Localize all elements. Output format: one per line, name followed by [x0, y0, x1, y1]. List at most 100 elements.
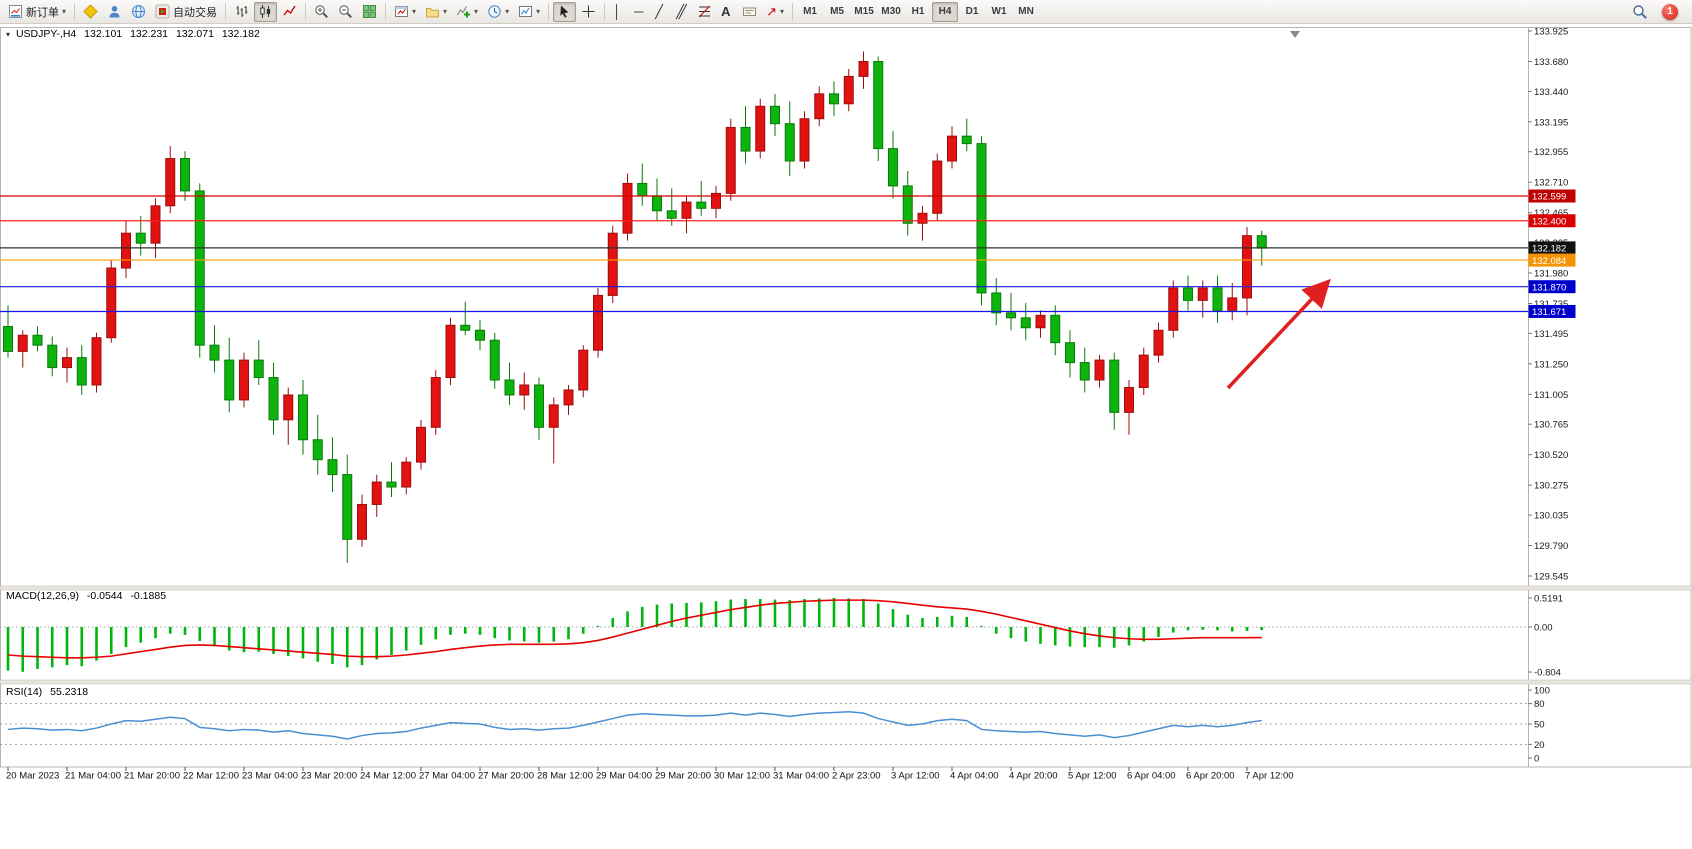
svg-text:133.680: 133.680: [1534, 57, 1568, 68]
candle: [283, 387, 294, 445]
candlestick-chart-button[interactable]: [254, 1, 278, 22]
indicators-button[interactable]: ▾: [452, 2, 482, 22]
market-button[interactable]: [127, 2, 150, 22]
templates-button[interactable]: ▾: [514, 2, 544, 22]
notification-badge[interactable]: 1: [1662, 3, 1678, 20]
line-chart-icon: [282, 4, 297, 19]
candle: [548, 397, 559, 464]
svg-text:4 Apr 04:00: 4 Apr 04:00: [950, 771, 999, 782]
candle: [489, 332, 500, 389]
community-button[interactable]: [103, 2, 126, 22]
panel-borders: [0, 27, 1692, 768]
timeframe-H4[interactable]: H4: [932, 1, 959, 22]
vertical-line-button[interactable]: │: [609, 2, 629, 22]
candle: [91, 332, 102, 393]
toolbar-separator: [385, 3, 387, 20]
svg-text:0.00: 0.00: [1534, 623, 1553, 634]
svg-text:0.5191: 0.5191: [1534, 593, 1563, 604]
candle: [460, 301, 471, 336]
svg-text:130.765: 130.765: [1534, 420, 1568, 431]
fibonacci-button[interactable]: [693, 2, 716, 22]
svg-text:130.520: 130.520: [1534, 450, 1568, 461]
svg-text:132.182: 132.182: [1532, 244, 1566, 255]
periods-button[interactable]: ▾: [483, 2, 513, 22]
time-axis: 20 Mar 2023 21 Mar 04:00 21 Mar 20:00 22 Ma…: [6, 767, 1294, 782]
svg-text:132.400: 132.400: [1532, 216, 1566, 227]
chart-shift-marker[interactable]: [1290, 31, 1300, 38]
chart-background: [0, 24, 1692, 849]
candle: [799, 111, 810, 169]
panel-divider[interactable]: [0, 679, 1692, 685]
current-price-line[interactable]: 132.182: [0, 241, 1576, 255]
timeframe-D1[interactable]: D1: [959, 2, 985, 22]
chevron-down-icon: ▾: [474, 6, 479, 16]
trendline-button[interactable]: ╱: [651, 2, 671, 22]
zoom-in-button[interactable]: [310, 2, 333, 22]
chart-canvas[interactable]: 133.925 133.680 133.440 133.195 132.955 132.7…: [0, 24, 1692, 849]
search-button[interactable]: [1628, 2, 1652, 22]
svg-text:6 Apr 20:00: 6 Apr 20:00: [1186, 771, 1235, 782]
auto-trading-button[interactable]: 自动交易: [151, 2, 221, 22]
vertical-line-icon: │: [613, 4, 622, 19]
timeframe-H1[interactable]: H1: [905, 2, 931, 22]
toolbar-separator: [604, 3, 606, 20]
cursor-button[interactable]: [553, 1, 577, 22]
candle: [1065, 330, 1075, 378]
candle: [917, 205, 928, 241]
channel-button[interactable]: ╱╱: [672, 2, 692, 22]
svg-text:-0.804: -0.804: [1534, 668, 1561, 679]
svg-text:131.671: 131.671: [1532, 307, 1566, 318]
horizontal-line[interactable]: 132.400: [0, 214, 1576, 227]
candle: [268, 362, 279, 435]
timeframe-W1[interactable]: W1: [986, 2, 1012, 22]
line-chart-button[interactable]: [278, 2, 301, 22]
candle: [298, 380, 308, 455]
price-tag: [1528, 214, 1576, 228]
horizontal-line-button[interactable]: ─: [630, 2, 650, 22]
horizontal-line[interactable]: 132.599: [0, 189, 1576, 203]
timeframe-M30[interactable]: M30: [878, 2, 904, 22]
timeframe-M5[interactable]: M5: [824, 2, 850, 22]
svg-text:4 Apr 20:00: 4 Apr 20:00: [1009, 771, 1058, 782]
horizontal-line[interactable]: 132.084: [0, 253, 1576, 267]
svg-text:131.005: 131.005: [1534, 390, 1568, 401]
price-tag: [1528, 280, 1576, 294]
ohlc-open-value: 132.101: [84, 28, 123, 40]
price-tag: [1528, 253, 1576, 267]
timeframe-M1[interactable]: M1: [797, 2, 823, 22]
tile-windows-icon: [362, 4, 377, 19]
ohlc-close-value: 132.182: [221, 28, 260, 40]
zoom-out-button[interactable]: [334, 2, 357, 22]
candle: [740, 106, 751, 164]
new-chart-button[interactable]: ▾: [390, 2, 420, 22]
crosshair-button[interactable]: [577, 2, 600, 22]
metaeditor-button[interactable]: [79, 2, 102, 22]
text-label-button[interactable]: [738, 2, 761, 22]
globe-icon: [131, 4, 146, 19]
trend-arrow-object[interactable]: [1226, 278, 1331, 390]
chart-area: 133.925 133.680 133.440 133.195 132.955 132.7…: [0, 24, 1692, 849]
timeframe-M15[interactable]: M15: [851, 2, 877, 22]
horizontal-line[interactable]: 131.671: [0, 304, 1576, 318]
candle: [386, 462, 397, 497]
profiles-button[interactable]: ▾: [421, 2, 451, 22]
candle: [194, 183, 205, 358]
text-button[interactable]: A: [717, 2, 737, 22]
arrows-button[interactable]: ↗ ▾: [762, 2, 788, 22]
new-order-button[interactable]: 新订单 ▾: [4, 2, 70, 22]
panel-divider[interactable]: [0, 585, 1692, 591]
search-icon: [1632, 4, 1648, 20]
timeframe-toolbar: M1 M5 M15 M30 H1 H4 D1 W1 MN: [797, 1, 1039, 22]
auto-trading-icon: [155, 4, 170, 19]
macd-signal-line: [7, 599, 1262, 659]
bar-chart-button[interactable]: [230, 2, 253, 22]
candle: [1212, 275, 1223, 323]
toolbar-separator: [74, 3, 76, 20]
candle: [593, 287, 603, 358]
horizontal-line[interactable]: 131.870: [0, 280, 1576, 293]
chart-menu-icon[interactable]: ▾: [6, 30, 11, 39]
chevron-down-icon: ▾: [62, 6, 67, 16]
candle: [209, 325, 220, 373]
timeframe-MN[interactable]: MN: [1013, 2, 1039, 22]
tile-windows-button[interactable]: [358, 2, 381, 22]
